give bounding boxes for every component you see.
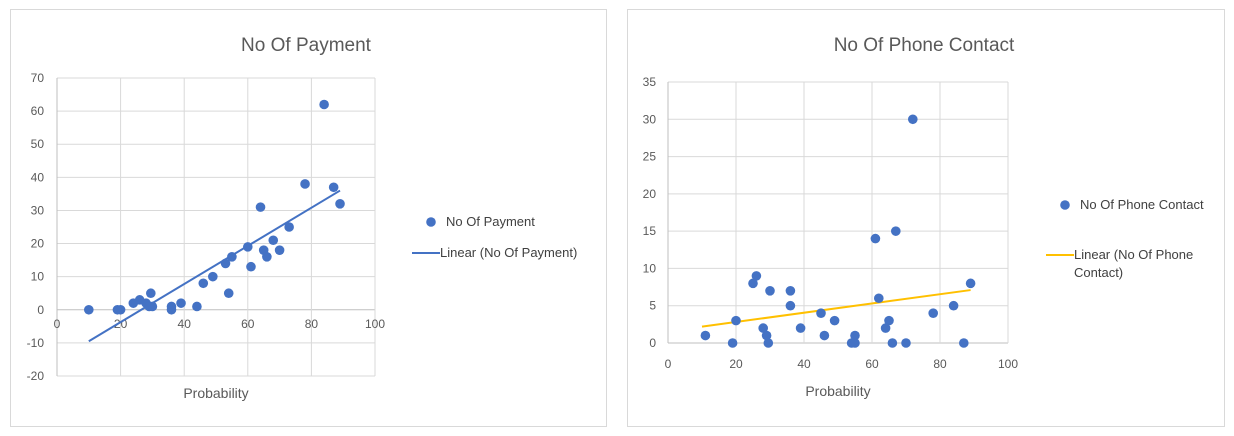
- data-point: [115, 304, 126, 315]
- data-point: [959, 338, 969, 348]
- x-tick-label: 80: [933, 357, 947, 371]
- data-point: [262, 252, 272, 262]
- data-point: [147, 301, 158, 312]
- data-point: [284, 222, 294, 232]
- y-tick-label: 15: [643, 224, 657, 238]
- chart-title: No Of Phone Contact: [834, 35, 1015, 56]
- x-tick-label: 40: [797, 357, 811, 371]
- data-point: [850, 330, 860, 341]
- payment-chart-frame: No Of Payment -20 -10 0 10 20 30 40 50 60 70 0 20 40 6…: [10, 9, 607, 427]
- x-axis-title: Probability: [805, 383, 870, 399]
- data-point: [850, 338, 860, 348]
- x-tick-label: 60: [241, 317, 255, 331]
- legend-label: No Of Phone Contact: [1080, 197, 1204, 212]
- y-tick-label: 30: [31, 203, 45, 217]
- y-tick-label: 60: [31, 104, 45, 118]
- data-point: [319, 99, 329, 110]
- x-tick-label: 40: [178, 317, 192, 331]
- data-point: [335, 199, 345, 209]
- data-point: [763, 338, 774, 348]
- data-point: [243, 242, 253, 252]
- data-point: [748, 278, 758, 289]
- trendline: [88, 189, 341, 343]
- data-point: [700, 330, 711, 341]
- x-tick-label: 20: [729, 357, 743, 371]
- legend-label: No Of Payment: [446, 214, 535, 229]
- x-tick-label: 100: [365, 317, 385, 331]
- legend-label: Linear (No Of Payment): [440, 245, 577, 260]
- chart-title: No Of Payment: [241, 35, 372, 56]
- y-tick-label: 10: [643, 261, 657, 275]
- y-tick-label: 0: [649, 336, 656, 350]
- phone-contact-chart-frame: No Of Phone Contact 0 5 10 15 20 25 30 35 0 20 40 60…: [627, 9, 1225, 427]
- x-tick-label: 0: [54, 317, 61, 331]
- legend-label: Linear (No Of Phone Contact): [1074, 247, 1193, 280]
- x-axis-title: Probability: [183, 385, 248, 401]
- data-point: [727, 338, 738, 348]
- data-point: [891, 226, 901, 236]
- data-point: [785, 300, 796, 311]
- data-point: [84, 304, 94, 315]
- x-tick-label: 100: [998, 357, 1018, 371]
- y-tick-label: 10: [31, 270, 45, 284]
- x-tick-label: 60: [865, 357, 879, 371]
- data-point: [880, 323, 891, 333]
- data-point: [965, 278, 976, 289]
- phone-contact-chart: No Of Phone Contact 0 5 10 15 20 25 30 35 0 20 40 60…: [643, 35, 1204, 399]
- data-point: [908, 114, 918, 125]
- data-point: [928, 308, 938, 318]
- data-point: [731, 315, 741, 326]
- trendline: [701, 289, 971, 328]
- y-tick-label: -10: [27, 336, 45, 350]
- data-point: [268, 235, 279, 246]
- y-tick-label: 50: [31, 137, 45, 151]
- y-tick-label: 25: [643, 150, 657, 164]
- data-point: [328, 182, 339, 193]
- data-point: [948, 300, 959, 311]
- y-tick-label: 40: [31, 170, 45, 184]
- y-tick-label: 5: [649, 299, 656, 313]
- data-point: [816, 308, 826, 318]
- y-tick-label: 35: [643, 75, 657, 89]
- y-tick-label: -20: [27, 369, 45, 383]
- y-tick-label: 70: [31, 71, 45, 85]
- data-point: [751, 271, 762, 281]
- data-point: [785, 286, 796, 296]
- legend-marker-icon: [426, 217, 436, 227]
- data-point: [166, 301, 177, 312]
- legend-marker-icon: [1060, 200, 1070, 210]
- data-point: [208, 271, 218, 282]
- data-point: [176, 298, 186, 308]
- data-point: [758, 323, 768, 333]
- data-point: [765, 286, 775, 296]
- x-tick-label: 0: [665, 357, 672, 371]
- y-tick-label: 30: [643, 112, 657, 126]
- data-point: [884, 315, 894, 326]
- data-point: [220, 258, 231, 269]
- data-point: [227, 252, 237, 262]
- data-point: [198, 278, 209, 289]
- data-point: [300, 179, 310, 189]
- y-tick-label: 20: [31, 237, 45, 251]
- data-point: [246, 261, 256, 272]
- x-tick-label: 80: [305, 317, 319, 331]
- data-point: [274, 245, 285, 255]
- data-point: [829, 315, 840, 326]
- data-point: [192, 301, 202, 312]
- data-point: [870, 233, 881, 244]
- data-point: [901, 338, 911, 348]
- y-tick-label: 0: [37, 303, 44, 317]
- data-point: [255, 202, 266, 212]
- data-point: [223, 288, 234, 299]
- data-point: [146, 288, 156, 299]
- data-point: [819, 330, 830, 341]
- y-tick-label: 20: [643, 187, 657, 201]
- data-point: [761, 330, 772, 341]
- data-point: [795, 323, 806, 333]
- data-point: [887, 338, 898, 348]
- data-point: [874, 293, 884, 304]
